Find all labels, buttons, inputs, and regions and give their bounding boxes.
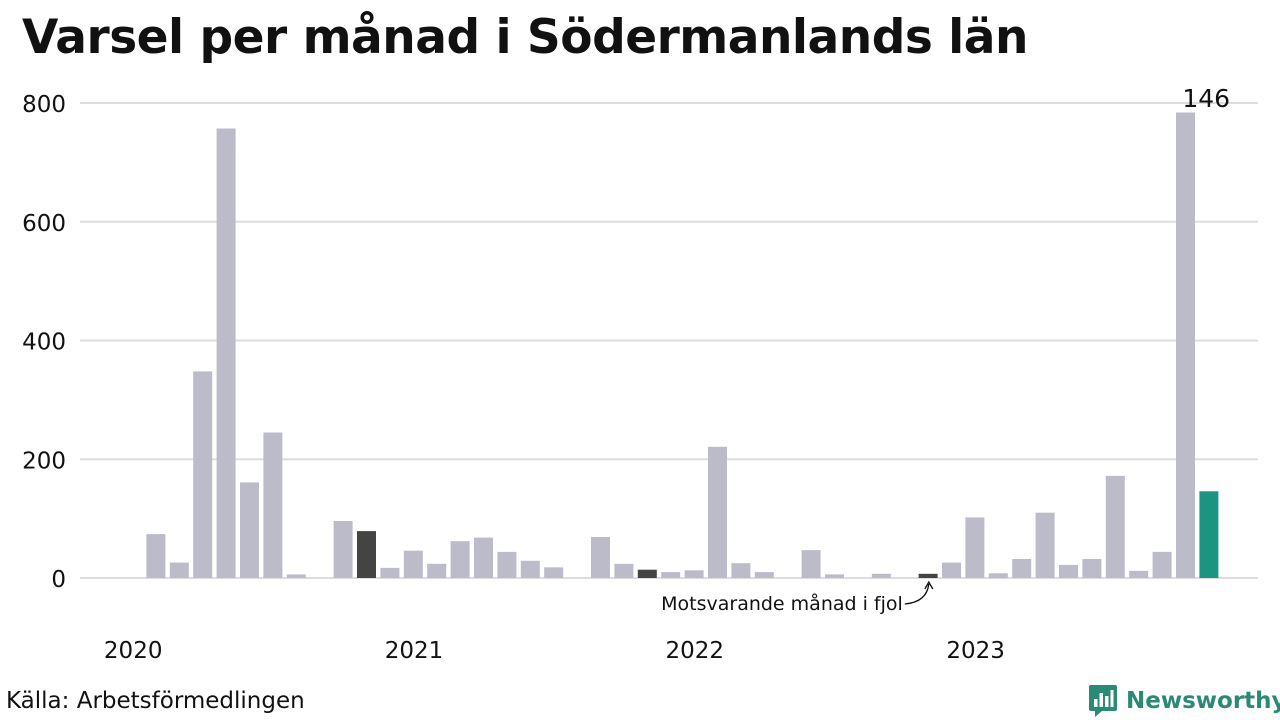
bar-2021-05	[497, 551, 517, 578]
bar-2020-08	[286, 574, 306, 578]
bar-2020-05	[216, 128, 236, 578]
source-text: Källa: Arbetsförmedlingen	[6, 688, 305, 714]
bar-2021-07	[544, 567, 564, 578]
bar-2021-10	[614, 563, 634, 579]
brand-name: Newsworthy	[1126, 688, 1280, 714]
bar-2020-02	[146, 534, 166, 578]
newsworthy-brand[interactable]: Newsworthy	[1088, 684, 1280, 718]
bar-2022-03	[731, 563, 751, 578]
bar-2023-11	[1199, 491, 1219, 578]
bar-2022-04	[754, 572, 774, 578]
y-tick-label: 800	[22, 92, 66, 118]
bar-2020-06	[240, 482, 259, 578]
bar-2023-09	[1152, 551, 1172, 578]
y-tick-label: 400	[22, 330, 66, 356]
previous-year-annotation: Motsvarande månad i fjol	[661, 592, 903, 615]
bar-2022-12	[942, 562, 961, 578]
bar-2020-03	[169, 562, 189, 578]
x-year-label: 2023	[946, 638, 1005, 664]
bar-2021-01	[403, 550, 423, 578]
annotations: 146 Motsvarande månad i fjol	[661, 84, 1230, 615]
bar-2020-04	[193, 371, 213, 578]
bar-2023-02	[988, 573, 1008, 579]
x-year-label: 2021	[385, 638, 444, 664]
bar-2022-06	[801, 550, 821, 578]
bar-2023-06	[1082, 559, 1102, 578]
bar-2021-11	[637, 569, 657, 578]
x-axis-year-labels: 2020 2021 2022 2023	[104, 638, 1005, 664]
current-value-label: 146	[1182, 84, 1230, 113]
chart-title: Varsel per månad i Södermanlands län	[22, 10, 1028, 65]
y-tick-label: 200	[22, 448, 66, 474]
bars	[146, 112, 1219, 579]
bar-2020-11	[357, 531, 376, 578]
bar-2023-05	[1059, 564, 1078, 578]
bar-2022-07	[825, 574, 844, 578]
bar-2023-07	[1105, 475, 1125, 578]
bar-2021-09	[591, 537, 610, 578]
x-year-label: 2020	[104, 638, 163, 664]
bar-2020-10	[333, 521, 353, 578]
bar-2023-04	[1035, 512, 1055, 578]
x-year-label: 2022	[666, 638, 725, 664]
bar-2023-10	[1176, 112, 1195, 578]
bar-2023-03	[1012, 559, 1032, 578]
bar-2020-12	[380, 567, 400, 578]
bar-2021-04	[474, 537, 493, 578]
annotation-arrow-line	[904, 583, 930, 605]
bar-2022-01	[684, 570, 704, 578]
bar-2022-11	[918, 573, 938, 578]
y-tick-label: 0	[51, 567, 66, 593]
y-tick-label: 600	[22, 211, 66, 237]
bar-2022-09	[871, 573, 891, 578]
newsworthy-logo-icon	[1089, 685, 1117, 717]
bar-2021-12	[661, 572, 681, 578]
y-axis-tick-labels: 0 200 400 600 800	[22, 92, 66, 593]
annotation-arrow-head	[924, 580, 934, 590]
bar-2021-03	[450, 541, 470, 578]
bar-2020-07	[263, 432, 283, 578]
bar-2023-08	[1129, 570, 1149, 578]
bar-2022-02	[708, 446, 727, 578]
bar-2021-02	[427, 563, 447, 579]
bar-2023-01	[965, 517, 985, 578]
bar-2021-06	[520, 560, 540, 578]
